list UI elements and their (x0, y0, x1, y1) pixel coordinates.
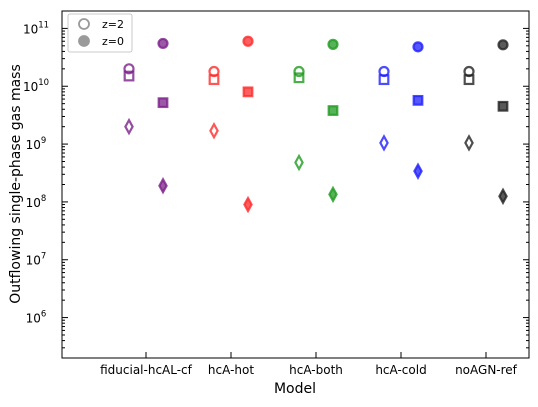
z2-circle-marker (123, 63, 135, 75)
y-axis-label: Outflowing single-phase gas mass (8, 64, 24, 304)
z0-diamond-marker (328, 185, 338, 204)
z2-diamond-marker (209, 121, 219, 140)
z0-diamond-marker (158, 177, 168, 195)
legend-label-z2: z=2 (102, 18, 124, 31)
z2-circle-marker (293, 65, 305, 78)
y-tick-base: 10 (26, 138, 41, 152)
y-tick-label: 108 (26, 194, 47, 210)
legend-marker-z2 (78, 18, 90, 30)
y-tick-label: 106 (26, 310, 47, 326)
plot-frame (61, 10, 530, 359)
z0-circle-marker (412, 41, 424, 53)
x-tick-label: noAGN-ref (455, 363, 518, 377)
z0-square-marker (497, 100, 509, 112)
z2-square-marker (463, 74, 475, 86)
x-axis-label: Model (274, 381, 316, 397)
z0-square-marker (242, 86, 254, 98)
y-tick-label: 107 (26, 252, 47, 268)
y-tick-base: 10 (23, 22, 38, 36)
z0-circle-marker (157, 37, 169, 50)
z0-circle-marker (497, 39, 509, 51)
y-tick-base: 10 (26, 254, 41, 268)
x-axis-ticks: fiducial-hcAL-cf hcA-hot hcA-both hcA-cold n… (100, 352, 518, 377)
legend: z=2 z=0 (67, 13, 133, 53)
legend-marker-z0 (78, 35, 90, 47)
z2-diamond-marker (124, 117, 134, 136)
z0-diamond-marker (243, 195, 253, 214)
z0-square-marker (327, 105, 339, 116)
z2-diamond-marker (294, 153, 304, 172)
x-tick-label: hcA-both (289, 363, 343, 377)
z0-circle-marker (327, 38, 339, 50)
x-tick-label: hcA-hot (208, 363, 254, 377)
z0-square-marker (412, 94, 424, 106)
z2-square-marker (378, 74, 390, 86)
y-tick-base: 10 (26, 312, 41, 326)
x-tick-label: fiducial-hcAL-cf (100, 363, 193, 377)
z2-diamond-marker (464, 134, 474, 152)
z2-square-marker (293, 72, 305, 84)
y-tick-label: 109 (26, 136, 47, 152)
y-tick-exponent: 7 (41, 252, 46, 262)
y-tick-exponent: 10 (38, 78, 49, 88)
z0-diamond-marker (498, 187, 508, 206)
z2-square-marker (123, 70, 135, 82)
z0-diamond-marker (413, 162, 423, 180)
z0-square-marker (157, 97, 169, 109)
y-tick-base: 10 (26, 196, 41, 210)
y-tick-exponent: 8 (41, 194, 46, 204)
y-tick-label: 1011 (23, 20, 49, 36)
legend-label-z0: z=0 (102, 35, 124, 48)
y-tick-label: 1010 (23, 78, 49, 94)
y-tick-base: 10 (23, 80, 38, 94)
z2-diamond-marker (379, 134, 389, 152)
y-tick-exponent: 9 (41, 136, 46, 146)
x-tick-label: hcA-cold (375, 363, 426, 377)
z2-square-marker (208, 74, 220, 86)
z0-circle-marker (242, 35, 254, 47)
y-tick-exponent: 11 (38, 20, 49, 30)
data-marks (123, 35, 509, 214)
y-tick-exponent: 6 (41, 310, 46, 320)
